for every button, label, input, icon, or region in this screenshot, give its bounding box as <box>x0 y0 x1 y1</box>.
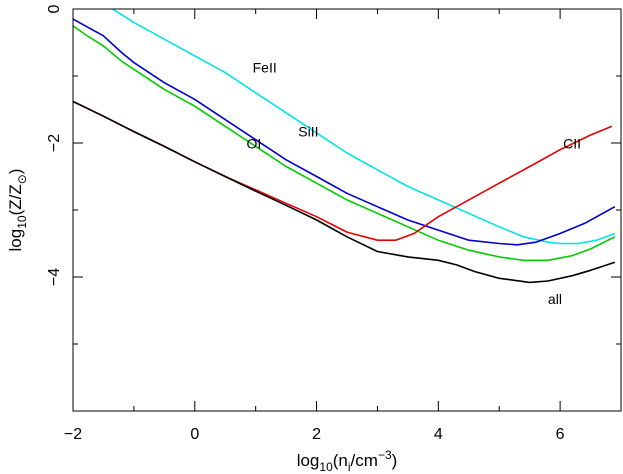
annotation-feii: FeII <box>253 60 277 76</box>
series-line-4 <box>73 100 616 284</box>
x-tick-label: −2 <box>64 426 82 443</box>
series-layer <box>73 9 616 284</box>
annotation-siii: SiII <box>298 123 318 139</box>
series-line-0 <box>112 9 616 245</box>
annotation-cii: CII <box>563 135 581 151</box>
x-tick-label: 2 <box>312 426 321 443</box>
series-line-3 <box>73 100 613 241</box>
x-tick-label: 6 <box>556 426 565 443</box>
y-tick-label: −4 <box>46 268 63 286</box>
annotation-layer: FeII SiII OI CII all <box>247 60 582 307</box>
x-tick-label: 0 <box>190 426 199 443</box>
y-tick-label: −2 <box>46 134 63 152</box>
plot-frame <box>72 8 622 412</box>
x-axis-title: log10(ni/cm−3) <box>297 448 398 474</box>
series-line-2 <box>73 25 616 262</box>
y-axis-title: log10(Z/Z⊙) <box>6 169 29 252</box>
annotation-oi: OI <box>247 135 262 151</box>
ticks-layer: −2 0 2 4 6 0 −2 −4 <box>46 4 622 443</box>
series-line-1 <box>73 18 616 246</box>
y-tick-label: 0 <box>46 4 63 13</box>
annotation-all: all <box>548 291 562 307</box>
x-tick-label: 4 <box>434 426 443 443</box>
